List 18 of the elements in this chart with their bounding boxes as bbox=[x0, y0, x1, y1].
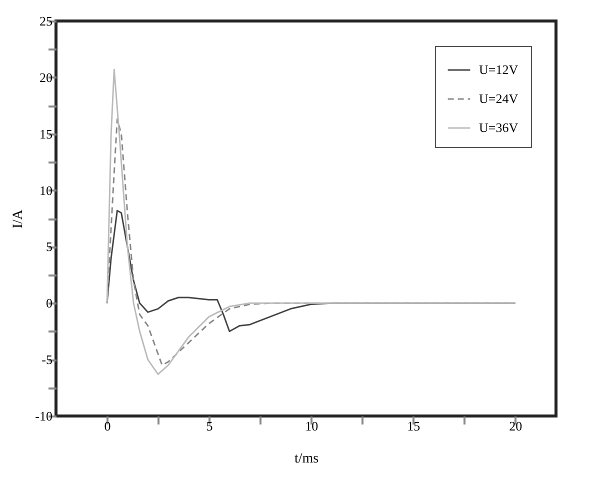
y-tick-label: 15 bbox=[40, 126, 52, 142]
y-tick-label: 0 bbox=[46, 296, 52, 311]
x-axis-title: t/ms bbox=[294, 452, 319, 466]
y-axis-title: I/A bbox=[11, 208, 26, 228]
y-tick-label: 20 bbox=[40, 70, 52, 85]
y-tick-label: -10 bbox=[35, 408, 52, 424]
legend-label: U=24V bbox=[479, 91, 519, 106]
y-tick-label: 25 bbox=[40, 14, 52, 28]
y-tick-label: 10 bbox=[40, 182, 52, 198]
x-tick-label: 5 bbox=[206, 418, 213, 434]
x-tick-label: 20 bbox=[509, 418, 522, 434]
x-tick-label: 10 bbox=[305, 418, 318, 434]
y-tick-label: 5 bbox=[46, 239, 52, 254]
legend-label: U=12V bbox=[479, 62, 519, 77]
legend-label: U=36V bbox=[479, 120, 519, 135]
x-tick-label: 0 bbox=[104, 418, 111, 434]
x-tick-label: 15 bbox=[407, 418, 420, 434]
y-tick-label: -5 bbox=[42, 352, 52, 368]
